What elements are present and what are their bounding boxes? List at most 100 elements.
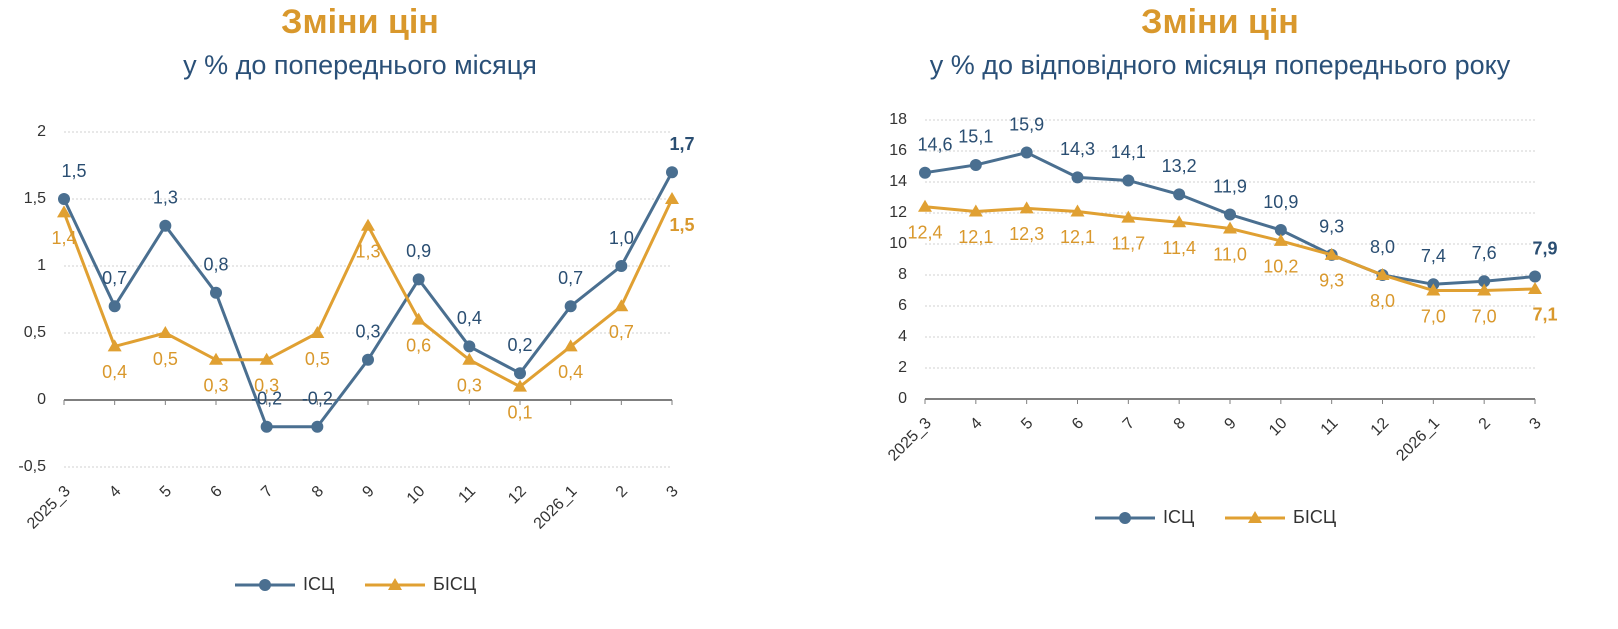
data-label: 10,2 [1263,257,1298,277]
data-label: 12,4 [907,223,942,243]
chart-subtitle: у % до попереднього місяця [183,50,537,80]
legend-label: ІСЦ [1163,507,1194,527]
data-point [969,158,982,171]
data-point [108,300,121,313]
data-label: 14,1 [1111,142,1146,162]
legend-marker [259,579,271,591]
data-label: -0,2 [302,389,333,409]
data-label: 8,0 [1370,237,1395,257]
data-point [1324,247,1339,260]
data-point [1478,275,1491,288]
data-label: 0,3 [355,322,380,342]
y-tick-label: 0 [37,391,46,408]
data-label: 15,9 [1009,114,1044,134]
data-label: 14,6 [917,134,952,154]
data-label: 0,1 [507,402,532,422]
data-point [564,300,577,313]
y-tick-label: 8 [898,266,907,283]
data-label: 7,0 [1421,306,1446,326]
x-tick-label: 2 [1476,415,1494,433]
data-label: -0,2 [251,389,282,409]
chart-title: Зміни цін [281,3,439,41]
legend-marker [1119,512,1131,524]
legend-label: БІСЦ [1293,507,1336,527]
data-label: 15,1 [958,127,993,147]
data-label: 12,1 [958,227,993,247]
data-point [1122,174,1135,187]
data-point [1375,268,1390,280]
data-point [1529,270,1541,283]
data-label: 0,4 [558,362,583,382]
y-tick-label: -0,5 [18,458,46,475]
legend-marker [1248,511,1262,523]
data-point [1528,281,1542,294]
data-point [918,199,932,212]
data-point [1071,171,1084,184]
data-point [1224,208,1236,221]
data-label: 7,4 [1421,246,1446,266]
y-tick-label: 14 [889,173,907,190]
chart-title: Зміни цін [1141,3,1299,41]
data-label: 7,9 [1532,238,1557,258]
data-label: 0,7 [102,268,127,288]
data-label: 0,3 [457,376,482,396]
y-tick-label: 10 [889,235,907,252]
data-point [209,352,223,365]
data-point [1173,188,1186,201]
data-label: 7,6 [1472,243,1497,263]
data-point [615,260,628,272]
data-label: 0,4 [457,308,482,328]
data-point [563,339,578,352]
data-point [58,193,70,205]
data-label: 0,4 [102,362,127,382]
data-label: 12,1 [1060,227,1095,247]
chart-subtitle: у % до відповідного місяця попереднього … [930,50,1511,80]
data-point [462,352,477,365]
data-label: 1,3 [153,188,178,208]
data-point [1172,215,1187,228]
data-point [614,299,629,312]
data-point [210,286,222,299]
x-tick-label: 9 [1221,415,1239,433]
x-tick-label: 7 [1120,415,1138,433]
data-point [412,273,425,286]
data-label: 1,5 [669,215,694,235]
data-label: 0,6 [406,335,431,355]
data-label: 13,2 [1162,156,1197,176]
data-point [107,339,122,352]
x-tick-label: 2025_3 [885,415,935,465]
data-label: 1,0 [609,228,634,248]
x-tick-label: 2026_1 [1393,415,1443,465]
data-label: 10,9 [1263,192,1298,212]
data-label: 0,5 [305,349,330,369]
data-point [158,326,173,338]
data-label: 1,5 [61,161,86,181]
data-label: 11,7 [1111,233,1145,253]
data-label: 0,8 [203,255,228,275]
data-label: 14,3 [1060,139,1095,159]
x-tick-label: 12 [1368,415,1393,440]
data-point [463,340,476,353]
y-tick-label: 1,5 [24,190,46,207]
x-tick-label: 5 [157,483,175,501]
y-tick-label: 6 [898,297,907,314]
data-label: 0,7 [558,268,583,288]
x-tick-label: 11 [1318,415,1342,439]
x-tick-label: 2025_3 [24,483,74,533]
x-tick-label: 7 [258,483,276,501]
data-point [666,166,678,179]
y-tick-label: 0 [898,390,907,407]
series-line [62,171,674,429]
x-tick-label: 4 [967,415,985,433]
data-point [159,219,172,232]
x-tick-label: 9 [359,483,377,501]
data-label: 11,9 [1213,176,1247,196]
legend-label: ІСЦ [303,574,334,594]
x-tick-label: 2 [613,483,631,501]
x-tick-label: 8 [309,483,327,501]
data-point [310,326,325,338]
y-tick-label: 16 [889,142,907,159]
x-tick-label: 10 [1266,415,1291,440]
data-label: 1,7 [669,134,694,154]
